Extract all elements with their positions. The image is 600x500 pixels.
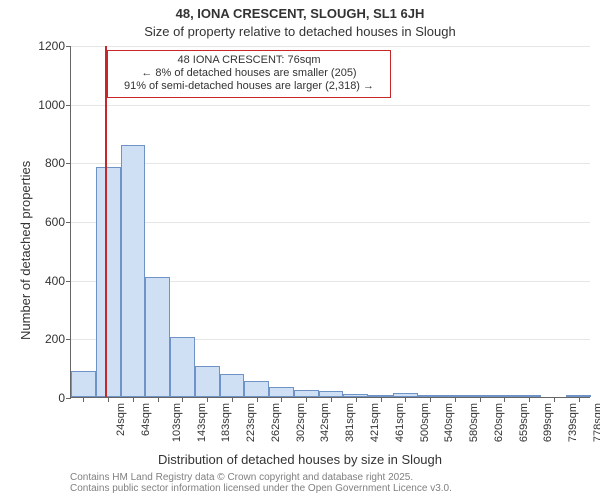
xtick-label: 580sqm xyxy=(468,403,480,442)
y-axis-label: Number of detached properties xyxy=(18,161,33,340)
annotation-line: 48 IONA CRESCENT: 76sqm xyxy=(114,54,384,67)
xtick-mark xyxy=(405,397,406,402)
x-axis-label: Distribution of detached houses by size … xyxy=(0,452,600,467)
xtick-mark xyxy=(133,397,134,402)
gridline xyxy=(71,163,590,164)
xtick-mark xyxy=(257,397,258,402)
xtick-mark xyxy=(83,397,84,402)
xtick-mark xyxy=(232,397,233,402)
ytick-label: 400 xyxy=(45,274,71,288)
xtick-label: 620sqm xyxy=(493,403,505,442)
xtick-mark xyxy=(108,397,109,402)
xtick-label: 262sqm xyxy=(270,403,282,442)
xtick-label: 540sqm xyxy=(443,403,455,442)
xtick-mark xyxy=(281,397,282,402)
ytick-label: 1200 xyxy=(38,39,71,53)
xtick-label: 183sqm xyxy=(221,403,233,442)
xtick-mark xyxy=(579,397,580,402)
histogram-bar xyxy=(220,374,245,397)
gridline xyxy=(71,222,590,223)
histogram-bar xyxy=(121,145,146,397)
gridline xyxy=(71,105,590,106)
ytick-label: 600 xyxy=(45,215,71,229)
histogram-bar xyxy=(71,371,96,397)
xtick-mark xyxy=(529,397,530,402)
histogram-bar xyxy=(294,390,319,397)
xtick-label: 659sqm xyxy=(518,403,530,442)
xtick-mark xyxy=(356,397,357,402)
annotation-line: 91% of semi-detached houses are larger (… xyxy=(114,80,384,93)
xtick-label: 500sqm xyxy=(419,403,431,442)
xtick-mark xyxy=(331,397,332,402)
xtick-label: 103sqm xyxy=(171,403,183,442)
xtick-label: 342sqm xyxy=(320,403,332,442)
histogram-bar xyxy=(244,381,269,397)
annotation-box: 48 IONA CRESCENT: 76sqm← 8% of detached … xyxy=(107,50,391,98)
histogram-bar xyxy=(269,387,294,397)
xtick-label: 739sqm xyxy=(567,403,579,442)
chart-title: 48, IONA CRESCENT, SLOUGH, SL1 6JH xyxy=(0,6,600,21)
xtick-mark xyxy=(182,397,183,402)
xtick-label: 778sqm xyxy=(592,403,600,442)
attribution-footer: Contains HM Land Registry data © Crown c… xyxy=(70,472,452,494)
xtick-mark xyxy=(158,397,159,402)
xtick-mark xyxy=(504,397,505,402)
property-size-histogram: 48, IONA CRESCENT, SLOUGH, SL1 6JH Size … xyxy=(0,0,600,500)
xtick-mark xyxy=(381,397,382,402)
plot-area: 02004006008001000120024sqm64sqm103sqm143… xyxy=(70,46,590,398)
xtick-label: 461sqm xyxy=(394,403,406,442)
annotation-line: ← 8% of detached houses are smaller (205… xyxy=(114,67,384,80)
xtick-label: 223sqm xyxy=(245,403,257,442)
xtick-mark xyxy=(554,397,555,402)
histogram-bar xyxy=(145,277,170,397)
property-marker-line xyxy=(105,46,107,397)
xtick-label: 302sqm xyxy=(295,403,307,442)
xtick-mark xyxy=(430,397,431,402)
xtick-label: 24sqm xyxy=(115,403,127,436)
xtick-label: 699sqm xyxy=(542,403,554,442)
gridline xyxy=(71,46,590,47)
chart-subtitle: Size of property relative to detached ho… xyxy=(0,24,600,39)
ytick-label: 0 xyxy=(58,391,71,405)
ytick-label: 1000 xyxy=(38,98,71,112)
xtick-label: 64sqm xyxy=(140,403,152,436)
ytick-label: 800 xyxy=(45,156,71,170)
xtick-label: 143sqm xyxy=(196,403,208,442)
histogram-bar xyxy=(195,366,220,397)
xtick-mark xyxy=(480,397,481,402)
xtick-label: 381sqm xyxy=(344,403,356,442)
xtick-label: 421sqm xyxy=(369,403,381,442)
xtick-mark xyxy=(207,397,208,402)
ytick-label: 200 xyxy=(45,332,71,346)
xtick-mark xyxy=(455,397,456,402)
histogram-bar xyxy=(170,337,195,397)
xtick-mark xyxy=(306,397,307,402)
histogram-bar xyxy=(96,167,121,397)
